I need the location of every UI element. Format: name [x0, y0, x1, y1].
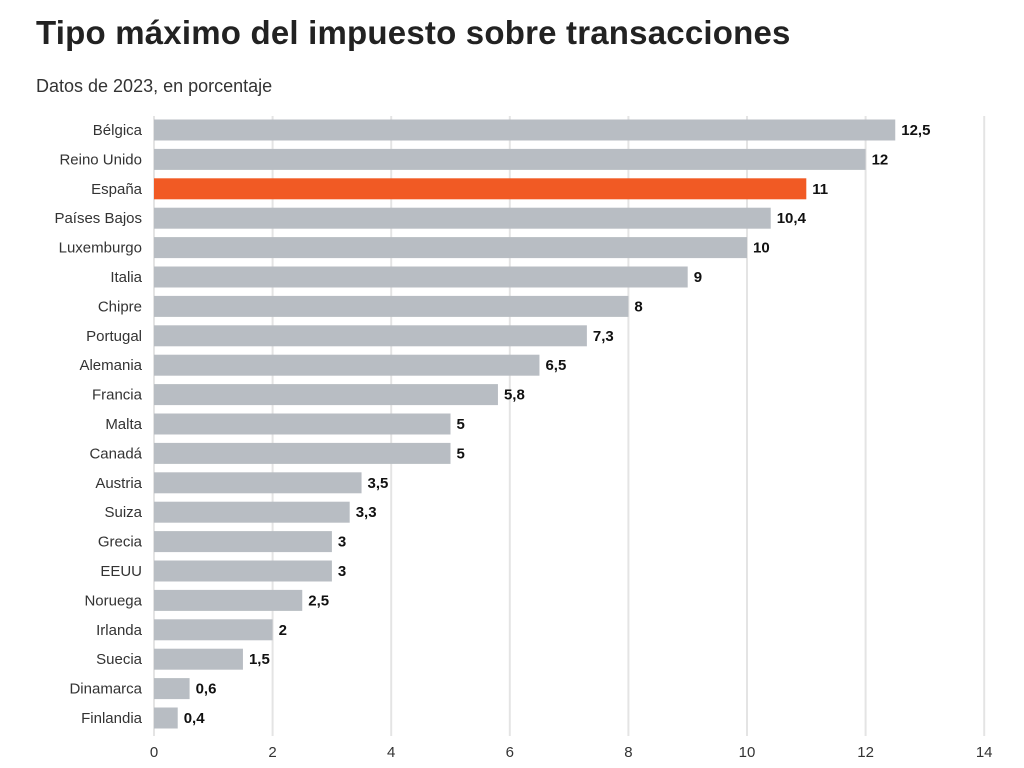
- bar: [154, 648, 243, 670]
- value-label: 11: [812, 181, 828, 198]
- x-tick-label: 8: [624, 744, 632, 761]
- value-label: 8: [634, 298, 642, 315]
- category-label: Italia: [110, 269, 142, 286]
- bar: [154, 560, 332, 582]
- category-label: EEUU: [100, 563, 142, 580]
- category-label: España: [91, 181, 143, 198]
- category-label: Finlandia: [81, 710, 143, 727]
- value-label: 0,4: [184, 710, 206, 727]
- bar: [154, 442, 451, 464]
- category-label: Luxemburgo: [59, 240, 142, 257]
- bar: [154, 119, 896, 141]
- value-label: 3: [338, 563, 346, 580]
- bar: [154, 237, 747, 259]
- bar: [154, 295, 629, 317]
- bar: [154, 501, 350, 523]
- value-label: 5: [457, 445, 465, 462]
- category-label: Chipre: [98, 298, 142, 315]
- category-label: Bélgica: [93, 122, 143, 139]
- bar: [154, 619, 273, 641]
- category-label: Alemania: [79, 357, 142, 374]
- value-label: 9: [694, 269, 702, 286]
- category-label: Canadá: [89, 445, 142, 462]
- value-label: 12: [872, 151, 889, 168]
- category-label: Reino Unido: [59, 151, 142, 168]
- category-label: Grecia: [98, 534, 143, 551]
- value-label: 3,5: [368, 475, 389, 492]
- value-label: 3: [338, 534, 346, 551]
- value-label: 2,5: [308, 592, 329, 609]
- category-label: Irlanda: [96, 622, 143, 639]
- x-tick-label: 0: [150, 744, 158, 761]
- value-label: 5,8: [504, 387, 525, 404]
- value-label: 5: [457, 416, 465, 433]
- value-label: 2: [279, 622, 287, 639]
- bar-highlight: [154, 178, 807, 200]
- bar: [154, 354, 540, 376]
- category-label: Suiza: [104, 504, 142, 521]
- category-label: Dinamarca: [69, 681, 142, 698]
- value-label: 6,5: [545, 357, 566, 374]
- bar: [154, 413, 451, 435]
- value-label: 0,6: [196, 681, 217, 698]
- bar: [154, 707, 178, 729]
- x-tick-label: 4: [387, 744, 395, 761]
- bar: [154, 472, 362, 494]
- x-tick-label: 12: [857, 744, 874, 761]
- value-label: 10: [753, 240, 770, 257]
- x-tick-label: 10: [739, 744, 756, 761]
- x-axis-ticks: 0 2 4 6 8 10 12 14: [150, 744, 993, 761]
- bar: [154, 207, 771, 229]
- value-label: 1,5: [249, 651, 270, 668]
- value-label: 12,5: [901, 122, 930, 139]
- x-tick-label: 6: [506, 744, 514, 761]
- bar: [154, 531, 332, 553]
- value-label: 10,4: [777, 210, 807, 227]
- bar: [154, 325, 587, 347]
- bars-layer: [154, 119, 896, 729]
- category-label: Francia: [92, 387, 143, 404]
- category-label: Malta: [105, 416, 142, 433]
- category-label: Países Bajos: [54, 210, 142, 227]
- chart-subtitle: Datos de 2023, en porcentaje: [36, 76, 273, 96]
- bar: [154, 384, 498, 406]
- bar: [154, 589, 303, 611]
- category-label: Suecia: [96, 651, 143, 668]
- x-tick-label: 14: [976, 744, 993, 761]
- bar: [154, 266, 688, 288]
- bar: [154, 148, 866, 170]
- chart-title: Tipo máximo del impuesto sobre transacci…: [36, 14, 791, 51]
- labels-layer: Bélgica 12,5 Reino Unido 12 España 11 Países B…: [54, 122, 930, 727]
- value-label: 7,3: [593, 328, 614, 345]
- x-tick-label: 2: [268, 744, 276, 761]
- category-label: Austria: [95, 475, 142, 492]
- value-label: 3,3: [356, 504, 377, 521]
- category-label: Noruega: [84, 592, 142, 609]
- bar: [154, 678, 190, 700]
- category-label: Portugal: [86, 328, 142, 345]
